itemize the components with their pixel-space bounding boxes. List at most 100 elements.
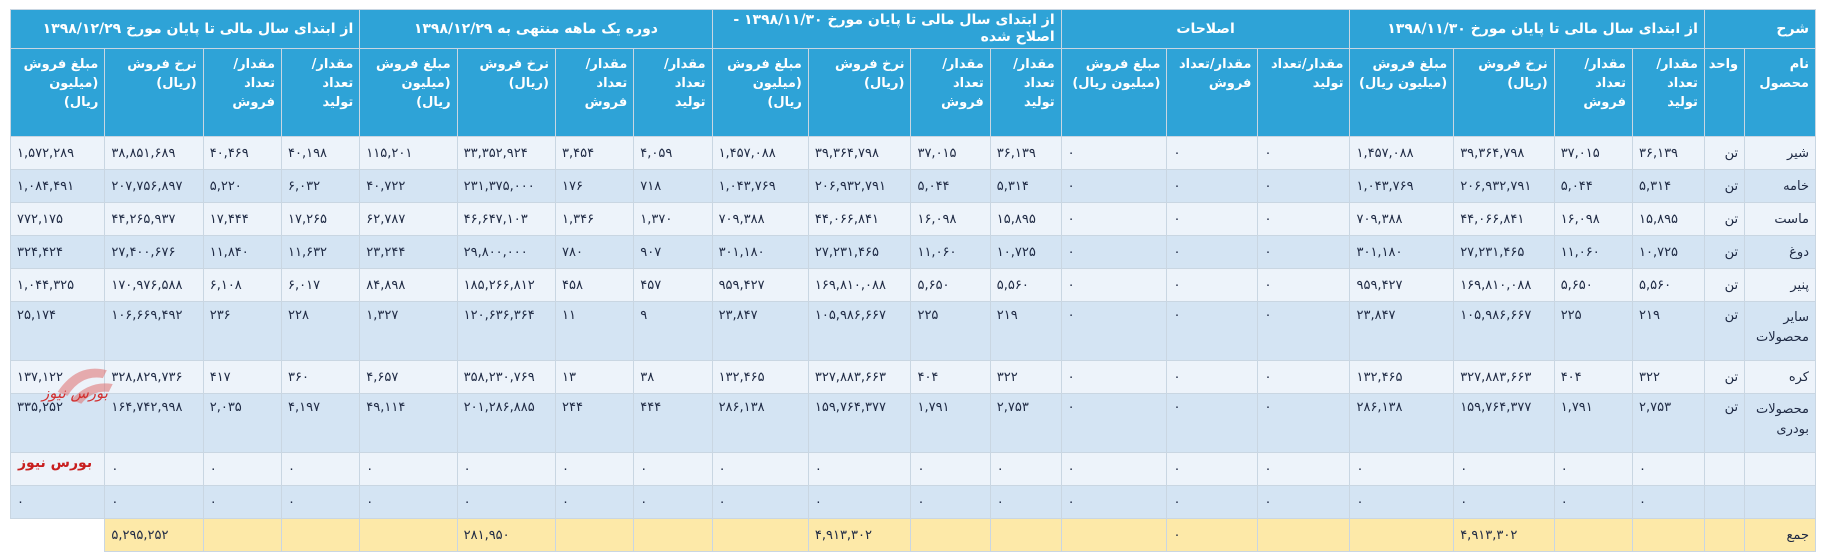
cell-value: ۰	[807, 485, 912, 519]
table-row: سایر محصولات تن ۲۱۹ ۲۲۵ ۱۰۵,۹۸۶,۶۶۷ ۲۳,۸۴۷ ۰ ۰ ۰…	[9, 301, 1816, 361]
cell-value: ۱۱,۶۳۲	[280, 235, 361, 269]
cell-value: ۰	[104, 485, 204, 519]
cell-value: ۴۱۷	[202, 360, 283, 394]
cell-value: ۶۲,۷۸۷	[359, 202, 458, 236]
cell-value: ۲۰۶,۹۳۲,۷۹۱	[807, 169, 912, 203]
cell-value: ۱۱,۰۶۰	[1553, 235, 1633, 269]
table-row: دوغ تن ۱۰,۷۲۵ ۱۱,۰۶۰ ۲۷,۲۳۱,۴۶۵ ۳۰۱,۱۸۰ ۰ ۰ ۰ ۱۰,…	[9, 235, 1816, 269]
cell-value: ۱۶۹,۸۱۰,۰۸۸	[807, 268, 912, 302]
cell-value: ۰	[554, 485, 635, 519]
cell-product-name: محصولات بودری	[1744, 393, 1816, 453]
cell-value: ۰	[1166, 452, 1259, 486]
cell-value: ۱۸۵,۲۶۶,۸۱۲	[456, 268, 557, 302]
cell-value: ۰	[1631, 452, 1705, 486]
cell-value: ۳۲۷,۸۸۳,۶۶۳	[1453, 360, 1555, 394]
cell-value: ۰	[280, 485, 361, 519]
total-cell	[633, 518, 713, 552]
cell-value: ۱,۴۵۷,۰۸۸	[1349, 136, 1455, 170]
group-header-adjustments: اصلاحات	[1060, 9, 1351, 49]
cell-value: ۰	[1060, 235, 1168, 269]
cell-value: ۱,۳۷۰	[633, 202, 713, 236]
cell-value: ۰	[1060, 169, 1168, 203]
total-cell: ۴,۹۱۳,۳۰۲	[1453, 518, 1555, 552]
cell-value: ۱۵۹,۷۶۴,۳۷۷	[1453, 393, 1555, 453]
cell-value: ۰	[1553, 452, 1633, 486]
header-ytd-1130-production: مقدار/ تعداد تولید	[1631, 48, 1705, 137]
cell-product-name: کره	[1744, 360, 1816, 394]
header-adj-production: مقدار/تعداد تولید	[1257, 48, 1351, 137]
cell-value: ۶,۰۳۲	[280, 169, 361, 203]
header-ytd-1130-sales-amount: مبلغ فروش (میلیون ریال)	[1349, 48, 1455, 137]
cell-value: ۲۷,۲۳۱,۴۶۵	[1453, 235, 1555, 269]
cell-value: ۰	[202, 452, 283, 486]
cell-value: ۱,۷۹۱	[910, 393, 991, 453]
cell-value: ۱,۰۴۴,۳۲۵	[9, 268, 106, 302]
total-cell	[554, 518, 635, 552]
cell-value: ۱۰۵,۹۸۶,۶۶۷	[807, 301, 912, 361]
cell-value: ۲۰۱,۲۸۶,۸۸۵	[456, 393, 557, 453]
cell-value: ۶,۰۱۷	[280, 268, 361, 302]
cell-value: ۰	[910, 485, 991, 519]
cell-value: ۲۸۶,۱۳۸	[711, 393, 809, 453]
total-cell	[910, 518, 991, 552]
cell-product-name: ماست	[1744, 202, 1816, 236]
header-month-sales-qty: مقدار/ تعداد فروش	[554, 48, 635, 137]
cell-value: ۲۳۶	[202, 301, 283, 361]
cell-value: ۲۸۶,۱۳۸	[1349, 393, 1455, 453]
header-adjusted-sales-rate: نرخ فروش (ریال)	[807, 48, 912, 137]
header-month-sales-rate: نرخ فروش (ریال)	[456, 48, 557, 137]
total-cell: ۵,۲۹۵,۲۵۲	[104, 518, 204, 552]
cell-value: ۳۹,۳۶۴,۷۹۸	[807, 136, 912, 170]
cell-value: ۹	[633, 301, 713, 361]
cell-value: ۱۱,۰۶۰	[910, 235, 991, 269]
cell-value: ۷۰۹,۳۸۸	[1349, 202, 1455, 236]
cell-unit: تن	[1703, 235, 1746, 269]
cell-value: ۲۲۵	[1553, 301, 1633, 361]
cell-value: ۳۸,۸۵۱,۶۸۹	[104, 136, 204, 170]
cell-value: ۰	[1166, 485, 1259, 519]
total-row: جمع ۴,۹۱۳,۳۰۲ ۰ ۴,۹۱۳,۳۰۲ ۲۸۱,۹۵۰ ۵,۲۹۵,۲۵۲	[11, 518, 1816, 552]
cell-value: ۱۷۶	[554, 169, 635, 203]
cell-value: ۰	[1631, 485, 1705, 519]
cell-value: ۰	[1060, 452, 1168, 486]
footer-logo: بورس نیوز	[18, 455, 93, 471]
cell-value: ۴۶,۶۴۷,۱۰۳	[456, 202, 557, 236]
cell-value: ۴۰۴	[1553, 360, 1633, 394]
cell-value: ۳۷,۰۱۵	[910, 136, 991, 170]
header-ytd-1130-sales-rate: نرخ فروش (ریال)	[1453, 48, 1555, 137]
cell-value: ۲,۷۵۳	[1631, 393, 1705, 453]
cell-value: ۴۰۴	[910, 360, 991, 394]
cell-value: ۱۷۰,۹۷۶,۵۸۸	[104, 268, 204, 302]
cell-value: ۰	[1257, 235, 1351, 269]
cell-value: ۰	[1166, 235, 1259, 269]
cell-value: ۲۲۵	[910, 301, 991, 361]
cell-product-name	[1744, 452, 1816, 486]
cell-value: ۴,۰۵۹	[633, 136, 713, 170]
group-header-ytd-1229: از ابتدای سال مالی تا پایان مورخ ۱۳۹۸/۱۲…	[9, 9, 361, 49]
cell-value: ۴۵۸	[554, 268, 635, 302]
cell-value: ۴۴۴	[633, 393, 713, 453]
cell-value: ۱۵۹,۷۶۴,۳۷۷	[807, 393, 912, 453]
cell-value: ۱۳۲,۴۶۵	[1349, 360, 1455, 394]
cell-value: ۳۲۲	[1631, 360, 1705, 394]
table-body: شیر تن ۳۶,۱۳۹ ۳۷,۰۱۵ ۳۹,۳۶۴,۷۹۸ ۱,۴۵۷,۰۸۸ ۰ ۰ ۰ ۳…	[9, 136, 1816, 552]
cell-unit	[1703, 452, 1746, 486]
cell-value: ۲۲۸	[280, 301, 361, 361]
table-row: پنیر تن ۵,۵۶۰ ۵,۶۵۰ ۱۶۹,۸۱۰,۰۸۸ ۹۵۹,۴۲۷ ۰ ۰ ۰ ۵,۵…	[9, 268, 1816, 302]
cell-value: ۴۴,۰۶۶,۸۴۱	[807, 202, 912, 236]
cell-value: ۳۲۴,۴۲۴	[9, 235, 106, 269]
cell-value: ۰	[359, 452, 458, 486]
cell-unit: تن	[1703, 268, 1746, 302]
cell-value: ۴۰,۴۶۹	[202, 136, 283, 170]
cell-value: ۱,۰۸۴,۴۹۱	[9, 169, 106, 203]
cell-value: ۳۲۲	[989, 360, 1062, 394]
cell-value: ۱۵,۸۹۵	[1631, 202, 1705, 236]
cell-value: ۴۵۷	[633, 268, 713, 302]
cell-value: ۰	[1257, 268, 1351, 302]
cell-value: ۰	[554, 452, 635, 486]
cell-value: ۰	[359, 485, 458, 519]
cell-product-name: پنیر	[1744, 268, 1816, 302]
cell-value: ۲۳۱,۳۷۵,۰۰۰	[456, 169, 557, 203]
header-adjusted-sales-amount: مبلغ فروش (میلیون ریال)	[711, 48, 809, 137]
